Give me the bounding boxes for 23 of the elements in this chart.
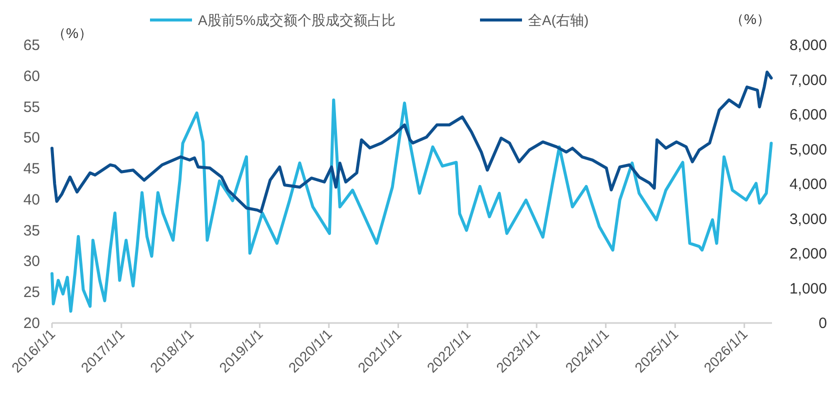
y-tick-label: 50: [23, 130, 40, 147]
legend-label: 全A(右轴): [528, 12, 589, 28]
y-tick-label: 60: [23, 68, 40, 85]
y2-axis-title: （%）: [730, 11, 770, 27]
y2-tick-label: 1,000: [789, 280, 827, 298]
y-tick-label: 20: [23, 315, 40, 332]
y-tick-label: 25: [23, 284, 40, 302]
y-tick-label: 45: [23, 160, 40, 178]
y2-tick-label: 4,000: [789, 176, 827, 193]
y-tick-label: 55: [23, 98, 40, 116]
y-tick-label: 30: [23, 253, 40, 270]
legend-label: A股前5%成交额个股成交额占比: [198, 12, 396, 28]
y2-tick-label: 0: [818, 315, 827, 332]
y2-tick-label: 3,000: [789, 210, 827, 228]
y2-tick-label: 5,000: [789, 141, 827, 158]
y-tick-label: 65: [23, 37, 40, 54]
y2-tick-label: 7,000: [789, 72, 827, 89]
y2-tick-label: 8,000: [789, 37, 827, 54]
y2-tick-label: 6,000: [789, 106, 827, 124]
y-tick-label: 40: [23, 191, 40, 208]
y-tick-label: 35: [23, 222, 40, 240]
y-axis-title: （%）: [52, 25, 92, 41]
y2-tick-label: 2,000: [789, 246, 827, 262]
